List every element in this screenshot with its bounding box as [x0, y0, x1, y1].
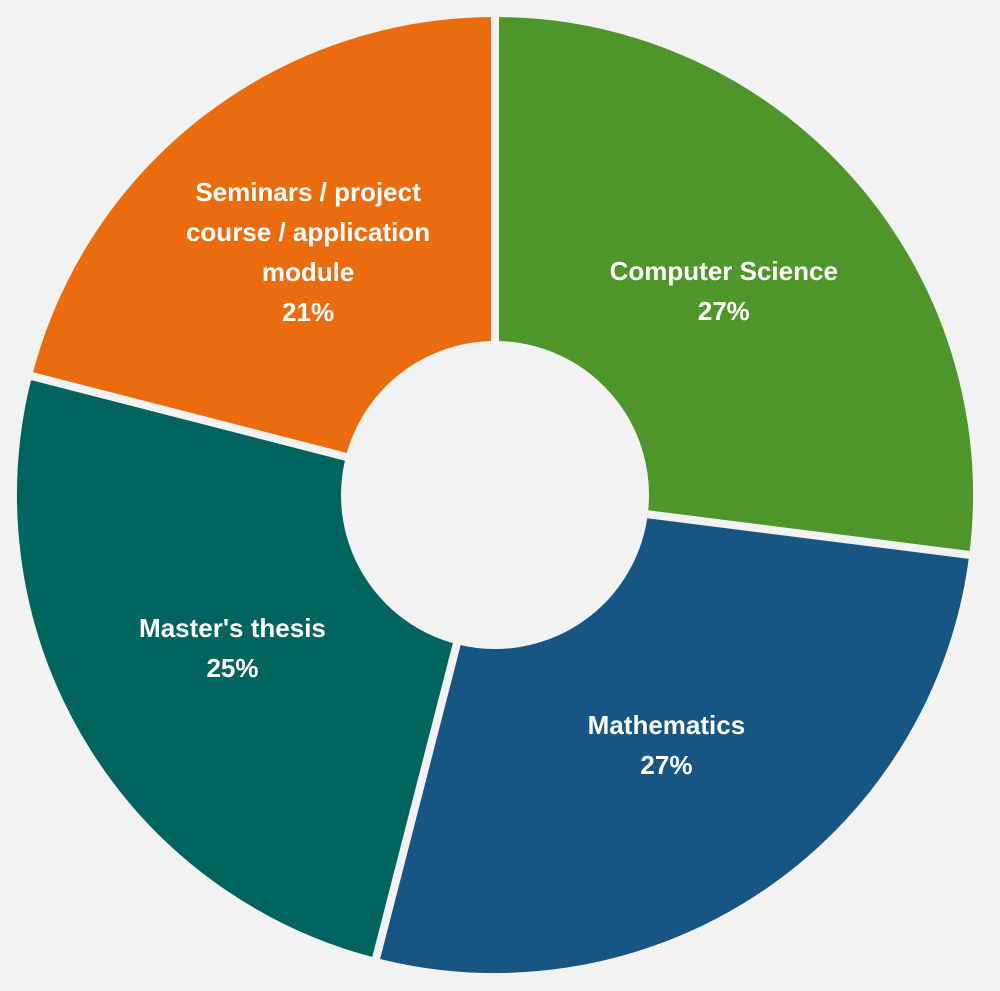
donut-slice — [370, 509, 978, 981]
slice-label: Seminars / project course / application mo… — [186, 177, 430, 287]
slice-label: Computer Science — [610, 256, 838, 286]
slice-value-label: 27% — [640, 750, 692, 780]
slice-label: Mathematics — [588, 710, 746, 740]
slice-label: Master's thesis — [139, 613, 326, 643]
donut-slice — [491, 8, 981, 560]
slice-value-label: 25% — [206, 653, 258, 683]
donut-slice — [23, 8, 499, 463]
slice-value-label: 21% — [282, 297, 334, 327]
slice-value-label: 27% — [698, 296, 750, 326]
donut-slice — [9, 370, 463, 967]
